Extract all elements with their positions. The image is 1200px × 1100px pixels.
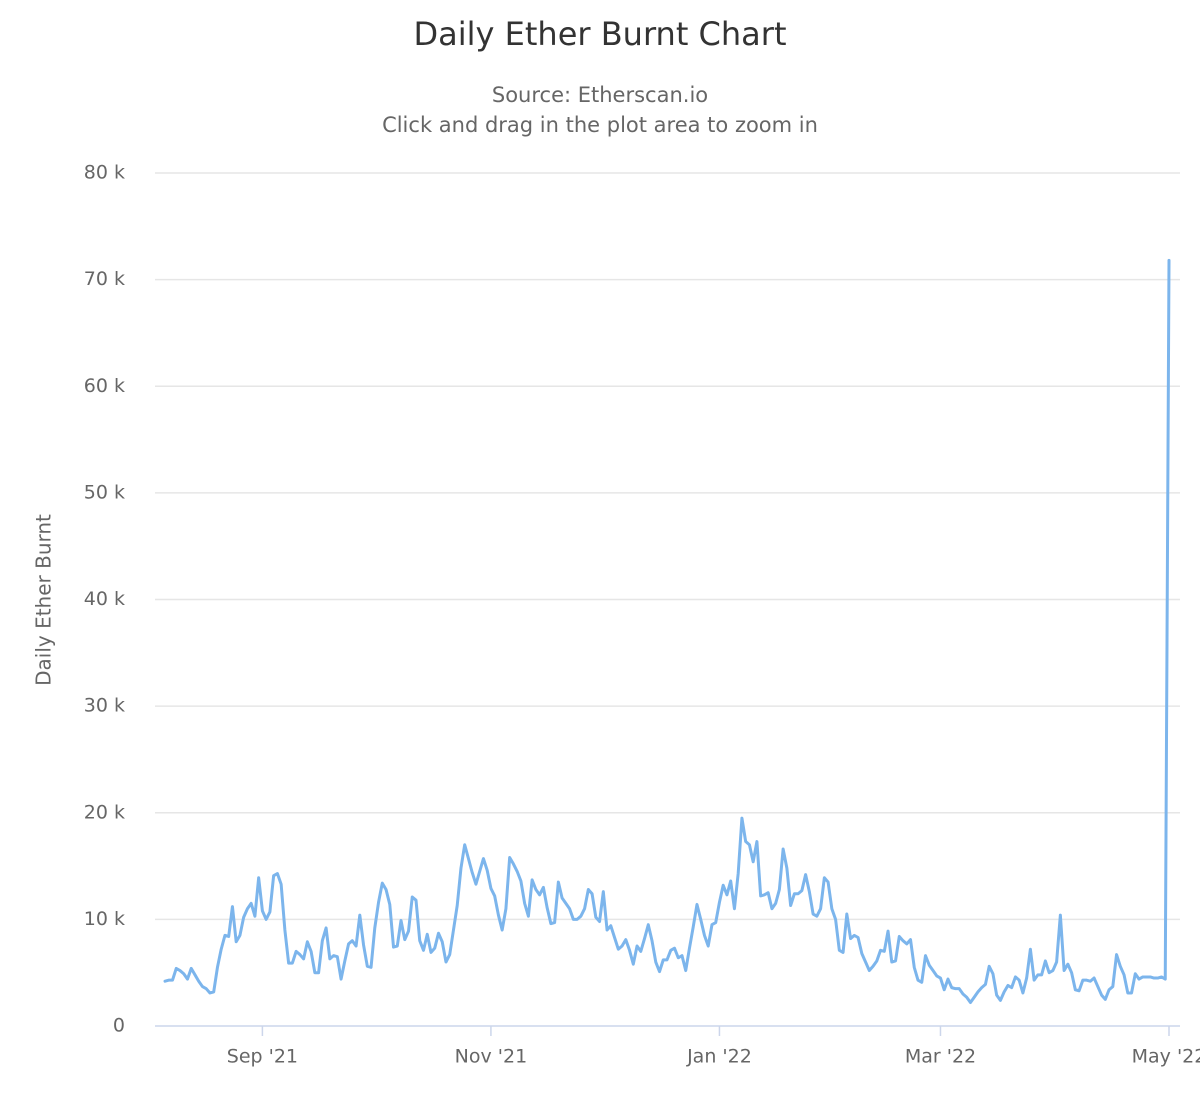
chart-annotation: Click and drag in the plot area to zoom … [382,113,818,137]
x-tick-label: Mar '22 [905,1046,976,1068]
y-tick-label: 80 k [84,162,125,184]
data-line [163,258,1171,1005]
y-tick-label: 20 k [84,801,125,823]
y-tick-label: 60 k [84,375,125,397]
x-tick-label: Jan '22 [686,1046,752,1068]
y-tick-label: 10 k [84,908,125,930]
y-tick-label: 70 k [84,268,125,290]
x-tick-label: Nov '21 [455,1046,528,1068]
chart-title: Daily Ether Burnt Chart [414,15,787,53]
y-tick-label: 30 k [84,695,125,717]
y-tick-label: 40 k [84,588,125,610]
y-tick-label: 0 [113,1015,125,1037]
chart-subtitle: Source: Etherscan.io [492,83,708,107]
y-tick-label: 50 k [84,481,125,503]
x-tick-label: May '22 [1132,1046,1200,1068]
y-axis-title: Daily Ether Burnt [32,514,56,686]
x-tick-label: Sep '21 [227,1046,298,1068]
